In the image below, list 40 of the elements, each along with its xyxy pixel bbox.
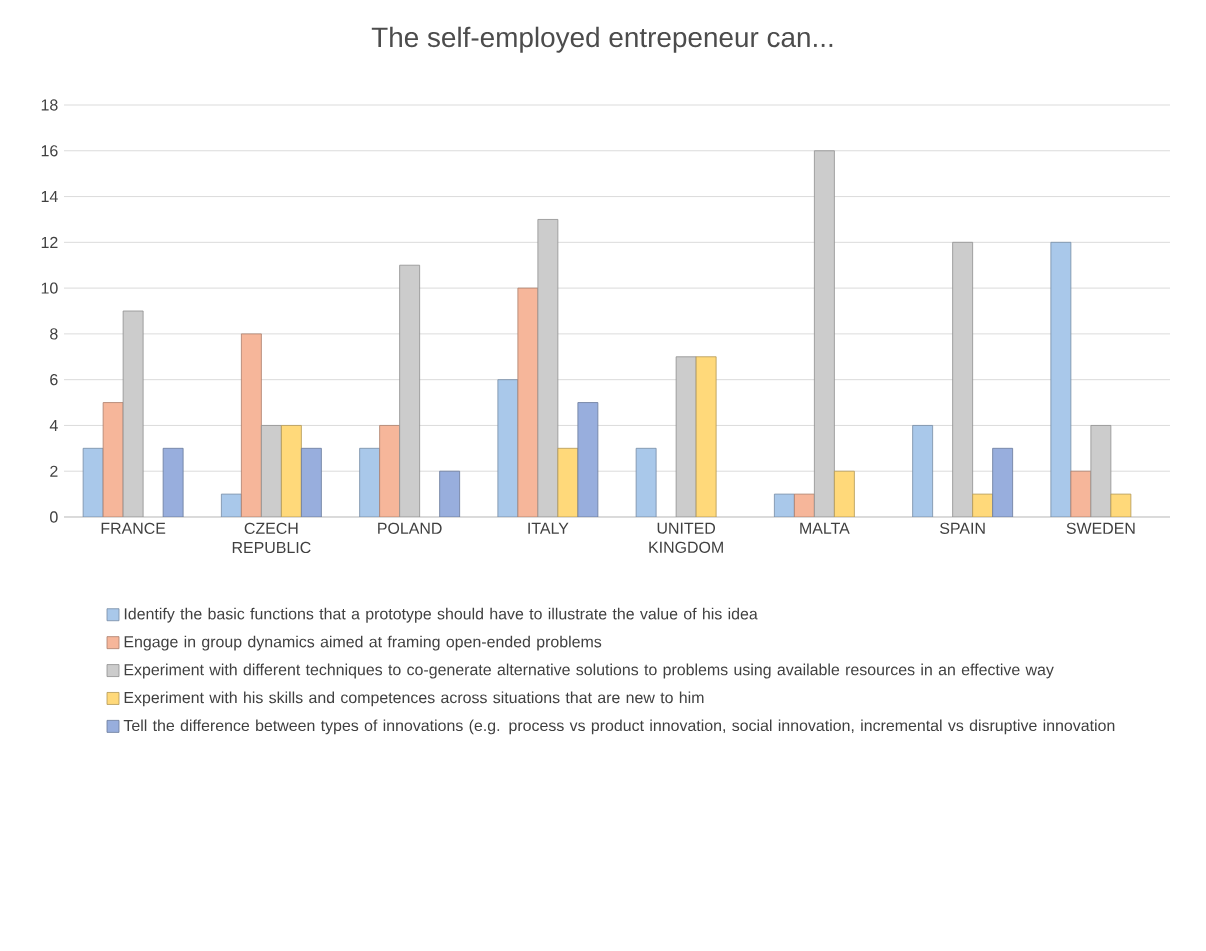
bar [162,447,184,517]
x-tick-label: ITALY [528,522,569,534]
x-tick-label: SWEDEN [1066,522,1135,534]
x-tick-label: CZECH REPUBLIC [232,522,311,554]
y-tick-label: 8 [50,328,58,340]
y-tick-label: 2 [50,465,58,477]
bar [1110,493,1132,517]
y-tick-label: 6 [50,374,58,386]
legend-label: Engage in group dynamics aimed at framing open-ended problems [124,635,602,651]
y-tick-label: 14 [41,191,58,203]
bar [240,333,262,517]
x-tick-label: SPAIN [940,522,985,534]
y-tick-label: 12 [41,236,58,248]
legend-label: Experiment with different techniques to co-generate alternative solutions to problems using available resources in an effective way [124,663,1054,679]
x-tick-label: POLAND [378,522,442,534]
y-tick-label: 4 [49,419,58,431]
x-tick-label: UNITED KINGDOM [649,522,723,553]
bar [912,425,934,517]
bar [695,356,717,517]
legend-label: Experiment with his skills and competences across situations that are new to him [124,691,704,707]
bar [280,425,302,517]
bar [439,470,461,517]
bar [379,425,401,517]
y-tick-label: 10 [41,282,58,294]
legend-label: Identify the basic functions that a prototype should have to illustrate the value of his idea [124,607,758,623]
bar [992,447,1014,517]
bar [833,470,855,517]
bar [557,447,579,517]
chart-title: The self-employed entrepeneur can... [371,26,833,53]
x-tick-label: MALTA [800,522,850,534]
y-tick-label: 16 [41,145,58,157]
bar [359,447,381,517]
legend-label: Tell the difference between types of innovations (e.g. process vs product innovation, social innovation, incremental vs disruptive innovation [123,719,1115,735]
bar [972,493,994,517]
bar [577,402,599,517]
y-tick-label: 18 [41,99,58,111]
bar [300,447,322,517]
y-tick-label: 0 [50,511,58,523]
bar [260,425,282,517]
x-tick-label: FRANCE [101,522,166,534]
